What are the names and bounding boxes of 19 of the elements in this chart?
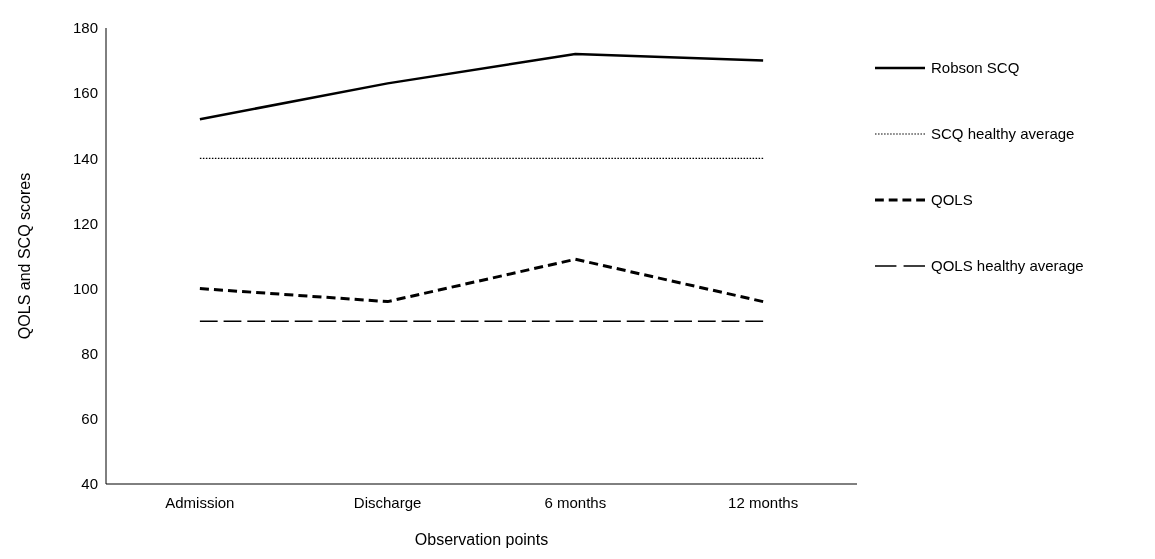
- x-tick-label: Discharge: [353, 494, 422, 511]
- y-tick-label: 80: [81, 344, 98, 362]
- legend-label: QOLS healthy average: [931, 257, 1084, 275]
- y-tick-label: 140: [72, 149, 98, 167]
- x-axis-title: Observation points: [414, 531, 549, 548]
- legend-label: Robson SCQ: [931, 59, 1020, 77]
- y-tick-label: 120: [72, 214, 98, 232]
- x-tick-label: 6 months: [544, 494, 607, 511]
- line-series: [198, 52, 765, 121]
- legend-label: QOLS: [931, 191, 973, 209]
- y-tick-label: 100: [72, 279, 98, 297]
- y-tick-label: 160: [72, 84, 98, 102]
- y-axis-title: QOLS and SCQ scores: [16, 172, 33, 340]
- legend-label: SCQ healthy average: [931, 125, 1075, 143]
- x-tick-label: 12 months: [728, 494, 799, 511]
- x-tick-label: Admission: [165, 494, 235, 511]
- y-tick-label: 60: [81, 410, 98, 428]
- y-tick-label: 40: [81, 475, 98, 493]
- y-tick-label: 180: [72, 19, 98, 37]
